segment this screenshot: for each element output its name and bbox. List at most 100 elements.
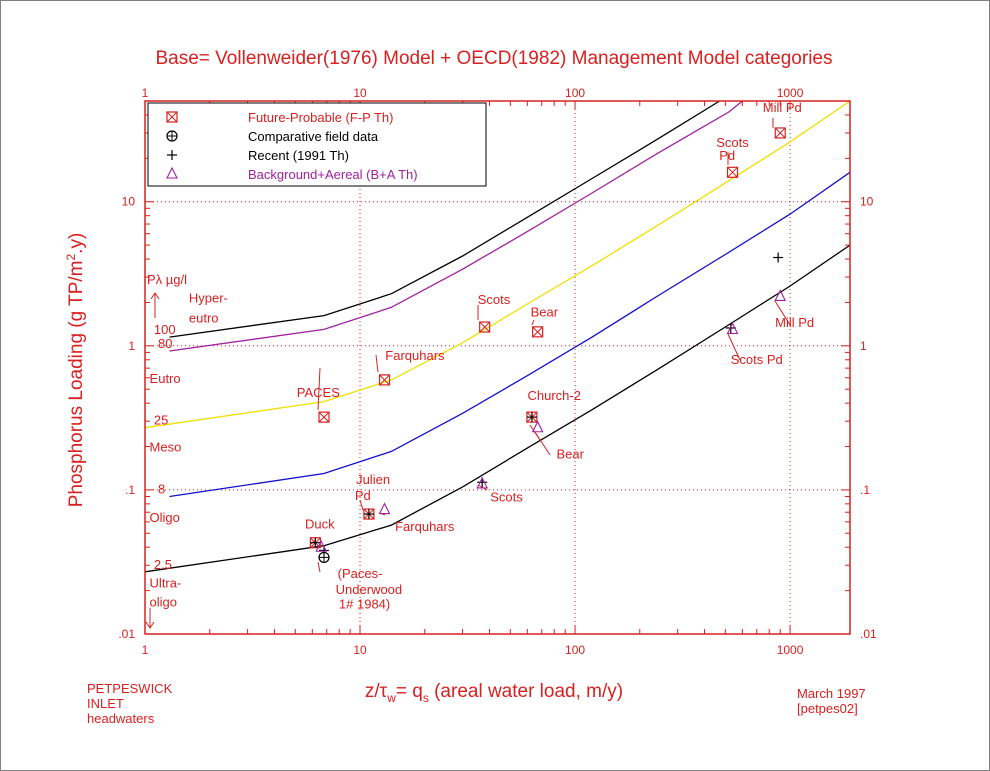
point-annotation: Julien [356, 472, 390, 487]
chart-title: Base= Vollenweider(1976) Model + OECD(19… [156, 48, 833, 69]
annotation-leader [317, 561, 321, 573]
tick-labels: 1 1 10 10 100 100 1000 1000 10 10 1 1 .1 .1 .01 .01 [118, 86, 877, 657]
model-curve [144, 244, 851, 573]
marker-background [378, 502, 391, 515]
legend-marker-boxed-x-icon [166, 111, 178, 123]
zone-label: oligo [150, 595, 177, 610]
concentration-label: 2.5 [154, 557, 172, 572]
annotation-leader [317, 367, 321, 411]
annotation-leader [534, 431, 551, 456]
legend-marker-triangle-icon [166, 166, 178, 179]
concentration-label: 25 [154, 413, 168, 428]
y-tick-label-right: .01 [860, 627, 877, 641]
marker-future-probable [378, 374, 391, 386]
y-tick-label: 1 [128, 339, 135, 353]
legend-label: Future-Probable (F-P Th) [248, 110, 393, 125]
legend-marker-line [166, 111, 178, 123]
marker-future-probable [318, 411, 330, 423]
concentration-label: 80 [158, 336, 172, 351]
footer-left-line: PETPESWICK [87, 681, 173, 696]
x-tick-label: 1 [142, 643, 149, 657]
marker-future-probable [774, 127, 786, 139]
y-tick-label-right: .1 [860, 483, 870, 497]
point-annotation: Mill Pd [763, 100, 802, 115]
marker-future-probable-x [532, 326, 543, 338]
point-annotation: Pd [355, 488, 371, 503]
x-tick-label-top: 100 [565, 86, 585, 100]
legend-label: Comparative field data [248, 129, 379, 144]
x-tick-label-top: 10 [353, 86, 367, 100]
annotation-leader [310, 539, 316, 545]
point-annotation: Bear [557, 447, 585, 462]
footer-right-line: [petpes02] [797, 701, 858, 716]
footer-left: PETPESWICK INLET headwaters [87, 681, 173, 726]
zone-label: eutro [189, 311, 219, 326]
legend-label: Background+Aereal (B+A Th) [248, 167, 418, 182]
concentration-label: 100 [154, 322, 176, 337]
x-tick-label-top: 1 [142, 86, 149, 100]
point-annotation: Farquhars [395, 519, 455, 534]
marker-future-probable-x [379, 374, 390, 386]
x-tick-label: 100 [565, 643, 585, 657]
zone-labels: Hyper-eutroEutroMesoOligoUltra-oligo1008… [145, 272, 228, 629]
annotation-leader [727, 333, 741, 361]
p-lambda-label: Pλ µg/l [147, 272, 187, 287]
point-annotation: 1# 1984) [339, 597, 390, 612]
marker-background [531, 420, 544, 433]
point-annotation: Scots [478, 292, 511, 307]
footer-right: March 1997 [petpes02] [797, 686, 866, 716]
annotation-leaders [310, 118, 791, 573]
point-annotation: Duck [305, 516, 335, 531]
zone-label: Ultra- [150, 576, 182, 591]
marker-future-probable [532, 326, 544, 338]
point-annotation: Scots [490, 490, 523, 505]
grid [145, 101, 850, 634]
point-annotation: Scots Pd [731, 352, 783, 367]
marker-background [476, 476, 489, 489]
point-annotation: Farquhars [385, 348, 445, 363]
legend-box [147, 102, 487, 187]
footer-left-line: headwaters [87, 711, 155, 726]
marker-future-probable [726, 166, 739, 178]
plot-border [144, 100, 851, 635]
y-tick-label: .1 [125, 483, 135, 497]
model-curve [144, 100, 851, 429]
zone-label: Meso [150, 439, 182, 454]
x-axis-label: z/τw= qs (areal water load, m/y) [365, 681, 623, 705]
marker-future-probable-x [727, 166, 738, 178]
zone-label: Hyper- [189, 290, 228, 305]
x-tick-label-top: 1000 [777, 86, 804, 100]
model-curve [169, 100, 743, 352]
marker-background [315, 540, 328, 552]
p-lambda-unit: λ µg/l [156, 272, 187, 287]
p-lambda-p: P [147, 272, 156, 287]
y-tick-label: .01 [118, 627, 135, 641]
marker-future-probable-x [479, 321, 491, 333]
point-annotation: PACES [297, 385, 340, 400]
marker-future-probable-x [318, 411, 330, 423]
y-tick-label-right: 1 [860, 339, 867, 353]
model-curve [169, 100, 720, 338]
marker-background [726, 322, 739, 334]
marker-background [774, 289, 787, 302]
footer-right-line: March 1997 [797, 686, 866, 701]
point-annotation: Scots [716, 135, 749, 150]
point-annotation: Underwood [336, 582, 403, 597]
marker-future-probable [479, 321, 491, 333]
annotation-leader [531, 319, 535, 326]
zone-label: Oligo [150, 510, 180, 525]
x-tick-label: 10 [353, 643, 367, 657]
annotation-leader [774, 300, 791, 326]
down-arrow-head-icon [145, 621, 155, 629]
model-curve [169, 171, 851, 498]
point-annotation: Pd [719, 148, 735, 163]
concentration-label: 8 [158, 481, 165, 496]
model-curves [144, 100, 851, 573]
point-annotation: (Paces- [338, 566, 383, 581]
footer-left-line: INLET [87, 696, 124, 711]
zone-label: Eutro [150, 371, 181, 386]
up-arrow-head-icon [150, 292, 160, 300]
y-tick-label-right: 10 [860, 195, 874, 209]
